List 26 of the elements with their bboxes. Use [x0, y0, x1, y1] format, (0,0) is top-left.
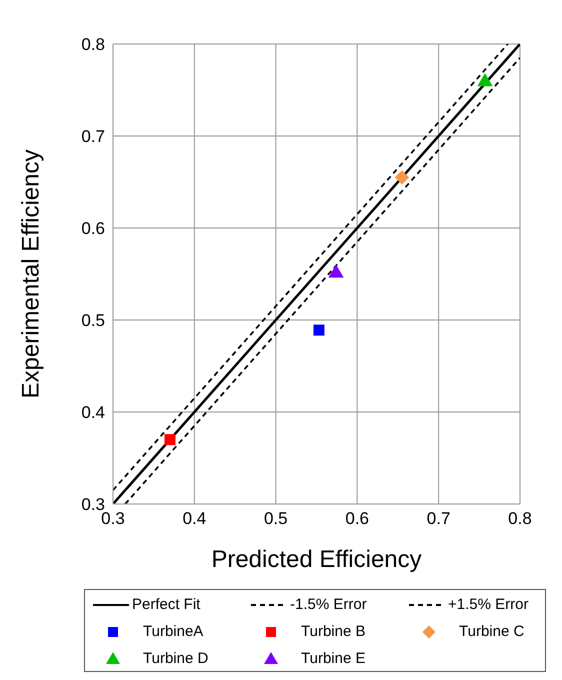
legend-label: +1.5% Error: [448, 596, 528, 613]
y-axis-title: Experimental Efficiency: [18, 150, 45, 398]
y-tick-label: 0.7: [81, 127, 105, 146]
point: [313, 324, 324, 336]
x-tick-label: 0.7: [426, 509, 450, 528]
x-tick-label: 0.8: [508, 509, 532, 528]
x-tick-label: 0.5: [264, 509, 288, 528]
point: [477, 73, 493, 86]
y-tick-label: 0.8: [81, 35, 105, 54]
legend-label: Turbine C: [459, 623, 524, 640]
point: [164, 434, 176, 446]
x-tick-label: 0.4: [182, 509, 206, 528]
legend-label: -1.5% Error: [290, 596, 367, 613]
x-axis-title: Predicted Efficiency: [211, 546, 422, 573]
point: [328, 264, 344, 278]
y-tick-label: 0.5: [81, 311, 105, 330]
x-tick-label: 0.6: [345, 509, 370, 528]
x-tick-label: 0.3: [101, 509, 125, 528]
legend-label: Perfect Fit: [132, 596, 200, 613]
y-tick-label: 0.6: [81, 219, 105, 238]
legend-label: TurbineA: [143, 623, 204, 640]
legend-label: Turbine D: [143, 650, 208, 667]
point: [394, 170, 410, 185]
legend-label: Turbine E: [301, 650, 366, 667]
y-tick-label: 0.4: [81, 403, 105, 422]
legend-label: Turbine B: [301, 623, 366, 640]
